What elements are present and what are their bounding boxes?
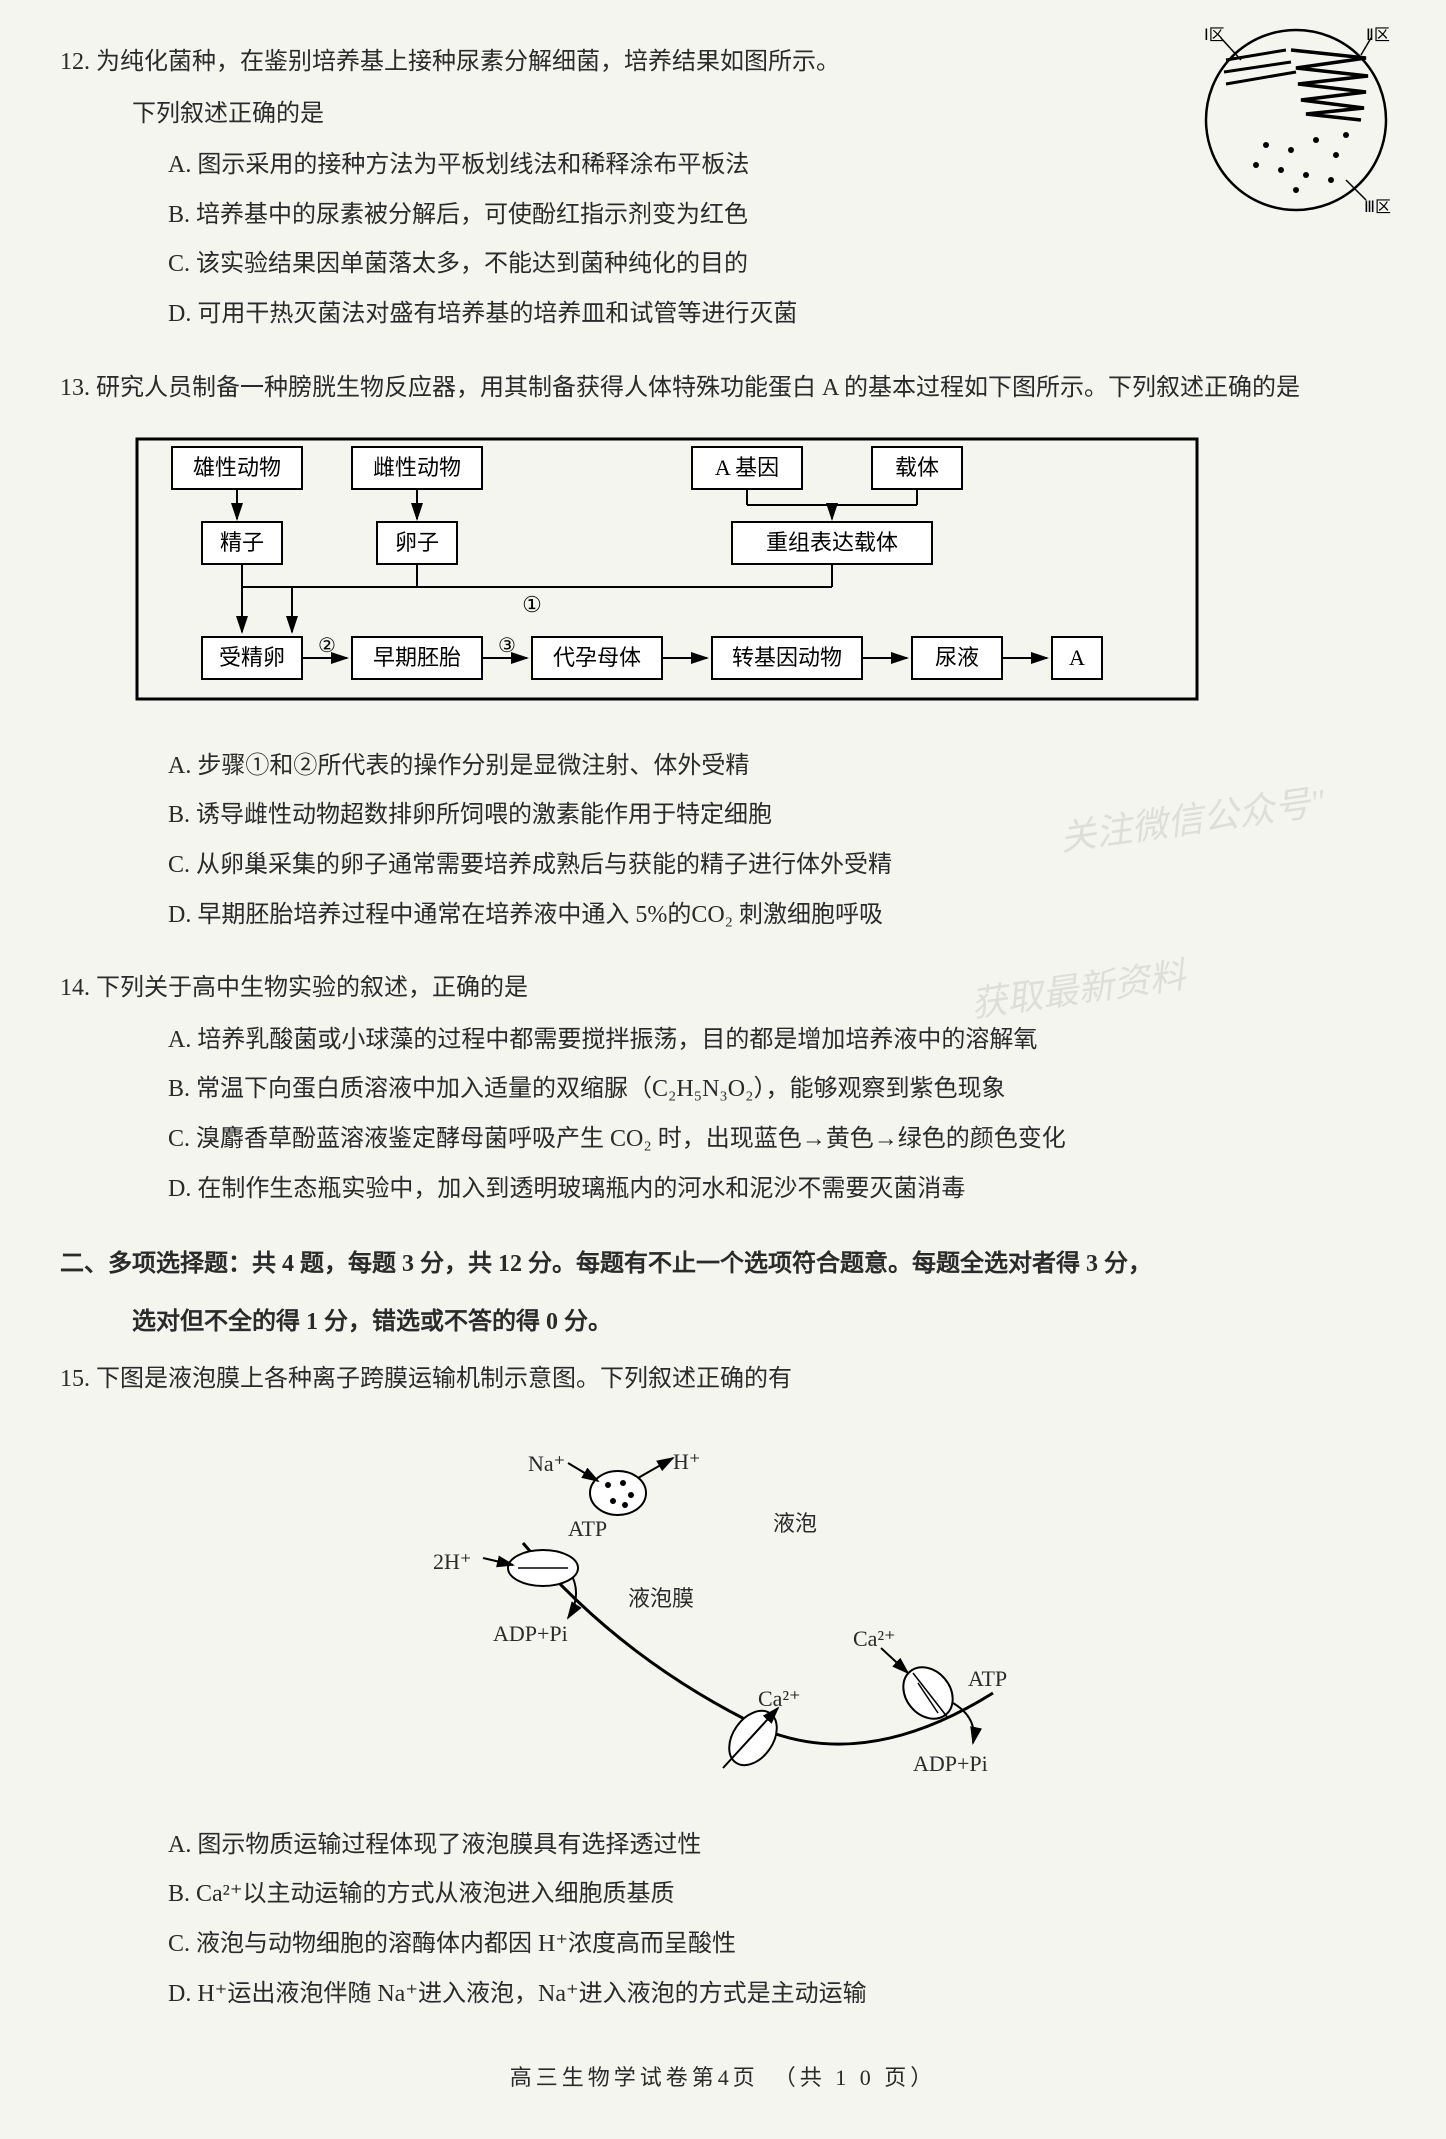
q15-option-c: C. 液泡与动物细胞的溶酶体内都因 H⁺浓度高而呈酸性 (60, 1922, 1386, 1968)
q14-stem-text: 下列关于高中生物实验的叙述，正确的是 (96, 975, 528, 1001)
q12-sub: 下列叙述正确的是 (60, 92, 1386, 138)
svg-text:代孕母体: 代孕母体 (553, 645, 641, 670)
q13-flowchart: 雄性动物 雌性动物 A 基因 载体 精子 卵子 重组表达载体 ① 受精卵 ② (132, 437, 1232, 707)
section-2-header: 二、多项选择题：共 4 题，每题 3 分，共 12 分。每题有不止一个选项符合题… (60, 1242, 1386, 1345)
svg-text:重组表达载体: 重组表达载体 (766, 530, 898, 555)
question-12: 12. 为纯化菌种，在鉴别培养基上接种尿素分解细菌，培养结果如图所示。 下列叙述… (60, 40, 1386, 338)
ca2-label: Ca²⁺ (853, 1618, 896, 1660)
q15-option-b: B. Ca²⁺以主动运输的方式从液泡进入细胞质基质 (60, 1872, 1386, 1918)
atp2-label: ATP (968, 1658, 1007, 1700)
q14-stem: 14. 下列关于高中生物实验的叙述，正确的是 (60, 966, 1386, 1012)
vacuole-label: 液泡 (773, 1503, 817, 1545)
h2-label: 2H⁺ (433, 1541, 472, 1583)
q12-stem: 12. 为纯化菌种，在鉴别培养基上接种尿素分解细菌，培养结果如图所示。 (60, 40, 1386, 86)
q13-option-b: B. 诱导雌性动物超数排卵所饲喂的激素能作用于特定细胞 (60, 793, 1386, 839)
q13-option-c: C. 从卵巢采集的卵子通常需要培养成熟后与获能的精子进行体外受精 (60, 843, 1386, 889)
svg-text:①: ① (522, 592, 542, 617)
q12-option-d: D. 可用干热灭菌法对盛有培养基的培养皿和试管等进行灭菌 (60, 292, 1386, 338)
zone1-label: Ⅰ区 (1204, 27, 1225, 44)
adppi2-label: ADP+Pi (913, 1743, 988, 1785)
svg-text:雄性动物: 雄性动物 (193, 455, 281, 480)
q15-option-a: A. 图示物质运输过程体现了液泡膜具有选择透过性 (60, 1823, 1386, 1869)
section-sub-text: 选对但不全的得 1 分，错选或不答的得 0 分。 (60, 1300, 1386, 1346)
question-13: 13. 研究人员制备一种膀胱生物反应器，用其制备获得人体特殊功能蛋白 A 的基本… (60, 366, 1386, 939)
svg-text:转基因动物: 转基因动物 (732, 645, 842, 670)
page-footer: 高三生物学试卷第4页 （共 1 0 页） (60, 2057, 1386, 2099)
svg-text:雌性动物: 雌性动物 (373, 455, 461, 480)
q15-stem: 15. 下图是液泡膜上各种离子跨膜运输机制示意图。下列叙述正确的有 (60, 1357, 1386, 1403)
petri-dish-diagram: Ⅰ区 Ⅱ区 Ⅲ区 (1196, 20, 1396, 220)
svg-text:载体: 载体 (895, 455, 939, 480)
membrane-label: 液泡膜 (628, 1578, 694, 1620)
q12-option-c: C. 该实验结果因单菌落太多，不能达到菌种纯化的目的 (60, 242, 1386, 288)
svg-text:精子: 精子 (220, 530, 264, 555)
q13-stem-text: 研究人员制备一种膀胱生物反应器，用其制备获得人体特殊功能蛋白 A 的基本过程如下… (96, 375, 1300, 401)
q12-stem-text: 为纯化菌种，在鉴别培养基上接种尿素分解细菌，培养结果如图所示。 (96, 49, 840, 75)
svg-text:卵子: 卵子 (395, 530, 439, 555)
svg-text:尿液: 尿液 (935, 645, 979, 670)
zone3-label: Ⅲ区 (1364, 199, 1391, 216)
svg-text:②: ② (318, 635, 336, 657)
q15-number: 15. (60, 1366, 90, 1392)
q14-option-a: A. 培养乳酸菌或小球藻的过程中都需要搅拌振荡，目的都是增加培养液中的溶解氧 (60, 1018, 1386, 1064)
svg-text:受精卵: 受精卵 (219, 645, 285, 670)
q15-option-d: D. H⁺运出液泡伴随 Na⁺进入液泡，Na⁺进入液泡的方式是主动运输 (60, 1972, 1386, 2018)
q13-stem: 13. 研究人员制备一种膀胱生物反应器，用其制备获得人体特殊功能蛋白 A 的基本… (60, 366, 1386, 412)
q12-option-b: B. 培养基中的尿素被分解后，可使酚红指示剂变为红色 (60, 193, 1386, 239)
question-14: 14. 下列关于高中生物实验的叙述，正确的是 A. 培养乳酸菌或小球藻的过程中都… (60, 966, 1386, 1212)
h-label: H⁺ (673, 1441, 701, 1483)
adppi1-label: ADP+Pi (493, 1613, 568, 1655)
section-header-text: 二、多项选择题：共 4 题，每题 3 分，共 12 分。每题有不止一个选项符合题… (60, 1242, 1386, 1288)
q13-number: 13. (60, 375, 90, 401)
q12-number: 12. (60, 49, 90, 75)
q14-option-b: B. 常温下向蛋白质溶液中加入适量的双缩脲（C₂H₅N₃O₂），能够观察到紫色现… (60, 1067, 1386, 1113)
q14-option-c: C. 溴麝香草酚蓝溶液鉴定酵母菌呼吸产生 CO₂ 时，出现蓝色→黄色→绿色的颜色… (60, 1117, 1386, 1163)
na-label: Na⁺ (528, 1443, 565, 1485)
svg-text:A: A (1069, 645, 1085, 670)
question-15: 15. 下图是液泡膜上各种离子跨膜运输机制示意图。下列叙述正确的有 (60, 1357, 1386, 2017)
q14-option-d: D. 在制作生态瓶实验中，加入到透明玻璃瓶内的河水和泥沙不需要灭菌消毒 (60, 1167, 1386, 1213)
q13-option-d: D. 早期胚胎培养过程中通常在培养液中通入 5%的CO₂ 刺激细胞呼吸 (60, 893, 1386, 939)
q14-number: 14. (60, 975, 90, 1001)
svg-text:③: ③ (498, 635, 516, 657)
ca1-label: Ca²⁺ (758, 1678, 801, 1720)
svg-text:A 基因: A 基因 (715, 455, 779, 480)
svg-text:早期胚胎: 早期胚胎 (373, 645, 461, 670)
vacuole-diagram: Na⁺ H⁺ ATP 2H⁺ ADP+Pi 液泡 液泡膜 Ca²⁺ Ca²⁺ A… (373, 1423, 1073, 1803)
atp1-label: ATP (568, 1508, 607, 1550)
q12-option-a: A. 图示采用的接种方法为平板划线法和稀释涂布平板法 (60, 143, 1386, 189)
q13-option-a: A. 步骤①和②所代表的操作分别是显微注射、体外受精 (60, 744, 1386, 790)
q15-stem-text: 下图是液泡膜上各种离子跨膜运输机制示意图。下列叙述正确的有 (96, 1366, 792, 1392)
